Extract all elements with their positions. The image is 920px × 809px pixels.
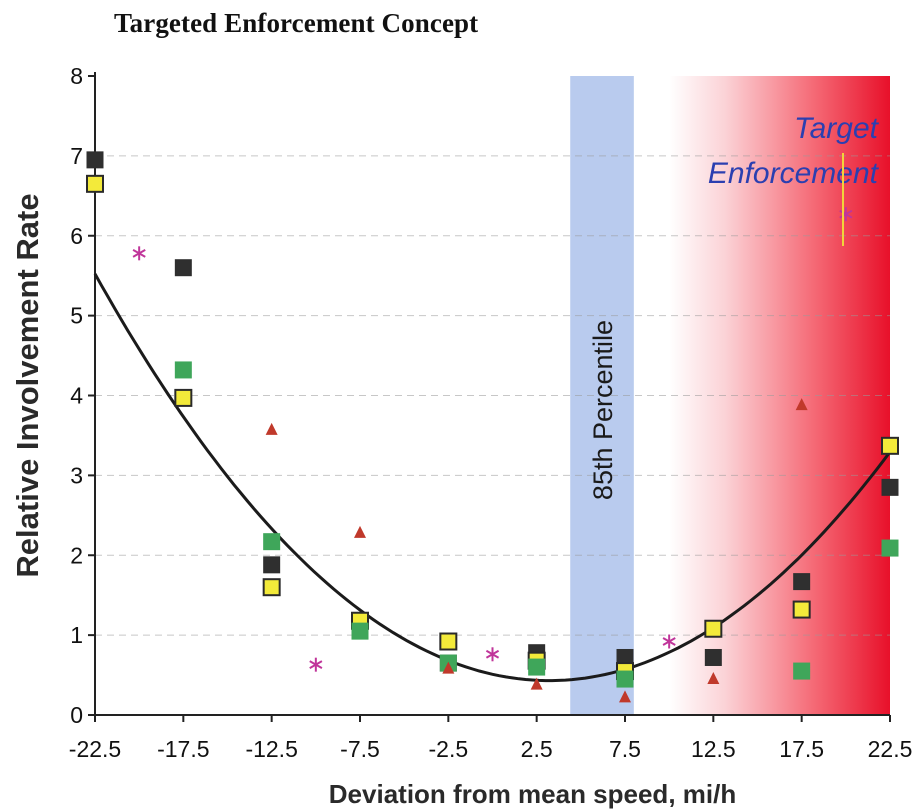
percentile-band-label: 85th Percentile xyxy=(588,320,618,500)
data-point-series-2 xyxy=(528,658,546,676)
data-point-series-2 xyxy=(616,670,634,688)
x-tick-label: 7.5 xyxy=(609,736,641,762)
y-tick-label: 5 xyxy=(70,303,83,329)
data-points xyxy=(86,151,899,703)
data-point-series-4 xyxy=(485,647,500,662)
data-point-series-1 xyxy=(439,632,458,651)
x-tick-label: 12.5 xyxy=(691,736,736,762)
data-point-series-1 xyxy=(792,600,811,619)
target-label-line1: Target xyxy=(794,112,880,145)
data-point-series-2 xyxy=(793,662,811,680)
data-point-series-0 xyxy=(881,478,899,496)
x-tick-label: -2.5 xyxy=(429,736,469,762)
y-tick-label: 3 xyxy=(70,462,83,488)
target-label-line2: Enforcement xyxy=(708,157,880,190)
data-point-series-4 xyxy=(132,246,146,261)
y-tick-label: 8 xyxy=(70,63,83,89)
data-point-series-3 xyxy=(530,677,543,690)
x-tick-label: 22.5 xyxy=(868,736,913,762)
data-point-series-4 xyxy=(662,634,676,649)
x-tick-label: -22.5 xyxy=(69,736,121,762)
y-tick-label: 0 xyxy=(70,702,83,728)
data-point-series-1 xyxy=(86,174,104,193)
trend-curve-group xyxy=(93,273,892,683)
data-point-series-3 xyxy=(265,422,278,435)
x-tick-label: -17.5 xyxy=(157,736,209,762)
data-point-series-4 xyxy=(309,657,323,672)
data-point-series-0 xyxy=(174,259,192,277)
y-tick-label: 7 xyxy=(70,143,83,169)
trend-curve xyxy=(93,273,892,683)
y-axis-title: Relative Involvement Rate xyxy=(10,193,45,577)
data-point-series-2 xyxy=(351,622,369,640)
axes: 0 1 2 3 4 5 6 7 8 -22.5 -17.5 -12.5 -7.5 -2.5 2.5 7.5 12… xyxy=(69,63,913,762)
x-tick-label: 2.5 xyxy=(521,736,553,762)
y-tick-label: 2 xyxy=(70,542,83,568)
y-tick-label: 6 xyxy=(70,223,83,249)
data-point-series-2 xyxy=(881,539,899,557)
data-point-series-1 xyxy=(704,619,723,638)
data-point-series-1 xyxy=(881,436,899,455)
data-point-series-1 xyxy=(262,578,281,597)
data-point-series-0 xyxy=(86,151,104,169)
data-point-series-3 xyxy=(354,525,366,538)
data-point-series-3 xyxy=(795,398,808,411)
data-point-series-3 xyxy=(707,672,720,685)
x-tick-label: -7.5 xyxy=(340,736,380,762)
labels: Deviation from mean speed, mi/h Relative … xyxy=(10,112,880,809)
x-tick-label: 17.5 xyxy=(779,736,824,762)
x-axis-title: Deviation from mean speed, mi/h xyxy=(329,779,736,809)
data-point-series-2 xyxy=(174,361,192,379)
y-tick-label: 4 xyxy=(70,383,83,409)
data-point-series-4 xyxy=(839,207,853,222)
chart-title: Targeted Enforcement Concept xyxy=(114,8,479,38)
data-point-series-3 xyxy=(619,690,631,703)
data-point-series-0 xyxy=(263,556,281,574)
data-point-series-1 xyxy=(174,388,193,407)
data-point-series-2 xyxy=(263,533,281,551)
x-tick-label: -12.5 xyxy=(245,736,297,762)
y-tick-label: 1 xyxy=(70,622,83,648)
data-point-series-3 xyxy=(442,661,455,674)
data-point-series-0 xyxy=(704,648,722,666)
data-point-series-0 xyxy=(793,573,811,591)
